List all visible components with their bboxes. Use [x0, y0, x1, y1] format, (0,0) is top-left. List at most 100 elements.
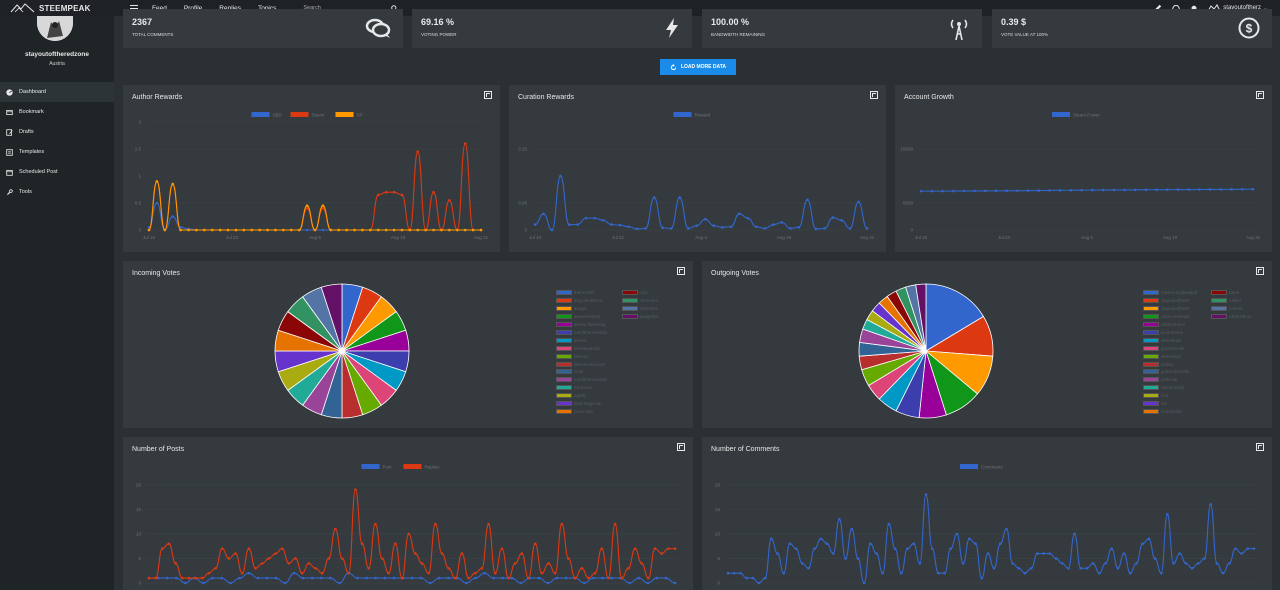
data-point[interactable]: [394, 542, 397, 546]
data-point[interactable]: [646, 581, 650, 585]
data-point[interactable]: [968, 537, 971, 541]
data-point[interactable]: [501, 576, 504, 580]
data-point[interactable]: [247, 547, 251, 550]
legend-swatch[interactable]: [960, 464, 978, 469]
data-point[interactable]: [305, 207, 309, 210]
data-point[interactable]: [334, 527, 337, 531]
data-point[interactable]: [321, 228, 325, 232]
data-point[interactable]: [194, 576, 197, 580]
data-point[interactable]: [584, 216, 588, 220]
data-point[interactable]: [1091, 188, 1094, 192]
data-point[interactable]: [419, 576, 423, 580]
data-point[interactable]: [610, 576, 613, 580]
data-point[interactable]: [465, 581, 468, 585]
legend-item[interactable]: paulprt54: [621, 313, 658, 319]
data-point[interactable]: [347, 571, 351, 575]
data-point[interactable]: [924, 493, 928, 496]
data-point[interactable]: [367, 566, 371, 570]
data-point[interactable]: [305, 228, 309, 232]
data-point[interactable]: [1029, 566, 1033, 570]
data-point[interactable]: [483, 571, 486, 575]
data-point[interactable]: [1209, 503, 1212, 506]
data-point[interactable]: [1133, 188, 1137, 192]
data-point[interactable]: [640, 562, 644, 565]
data-point[interactable]: [256, 576, 260, 580]
data-point[interactable]: [147, 228, 151, 232]
legend-item[interactable]: steem.flowering: [556, 321, 608, 327]
data-point[interactable]: [294, 557, 297, 560]
data-point[interactable]: [1251, 187, 1255, 191]
data-point[interactable]: [986, 552, 990, 555]
data-point[interactable]: [943, 571, 946, 575]
data-point[interactable]: [814, 227, 818, 231]
data-point[interactable]: [453, 576, 457, 580]
data-point[interactable]: [695, 224, 699, 227]
data-point[interactable]: [321, 207, 325, 210]
data-point[interactable]: [171, 215, 175, 218]
data-point[interactable]: [329, 576, 332, 580]
data-point[interactable]: [1123, 188, 1126, 192]
data-point[interactable]: [661, 226, 664, 230]
data-point[interactable]: [242, 228, 246, 232]
expand-icon[interactable]: [677, 267, 685, 275]
data-point[interactable]: [432, 228, 435, 232]
data-point[interactable]: [408, 228, 412, 232]
data-point[interactable]: [813, 547, 816, 550]
data-point[interactable]: [955, 532, 959, 536]
load-more-button[interactable]: LOAD MORE DATA: [660, 59, 736, 75]
data-point[interactable]: [345, 228, 348, 232]
data-point[interactable]: [1153, 557, 1157, 560]
legend-item[interactable]: callari: [1211, 297, 1252, 303]
data-point[interactable]: [463, 142, 467, 145]
data-point[interactable]: [1058, 188, 1062, 192]
legend-item[interactable]: stayoutofthere: [1143, 305, 1197, 311]
data-point[interactable]: [360, 542, 364, 546]
data-point[interactable]: [361, 228, 364, 232]
data-point[interactable]: [825, 542, 829, 546]
data-point[interactable]: [227, 557, 231, 560]
data-point[interactable]: [998, 542, 1002, 546]
data-point[interactable]: [329, 228, 333, 232]
data-point[interactable]: [266, 228, 269, 232]
data-point[interactable]: [280, 547, 284, 550]
data-point[interactable]: [1097, 571, 1101, 575]
data-point[interactable]: [301, 576, 305, 580]
legend-item[interactable]: sweetvieta24: [556, 313, 608, 319]
data-point[interactable]: [448, 228, 451, 232]
data-point[interactable]: [180, 576, 184, 580]
data-point[interactable]: [838, 517, 841, 521]
data-point[interactable]: [869, 542, 872, 546]
data-point[interactable]: [620, 576, 624, 580]
data-point[interactable]: [667, 547, 670, 550]
chevron-down-icon[interactable]: ⌄: [1263, 5, 1268, 12]
data-point[interactable]: [601, 576, 604, 580]
data-point[interactable]: [937, 571, 940, 575]
data-point[interactable]: [479, 228, 483, 232]
data-point[interactable]: [537, 576, 541, 580]
data-point[interactable]: [207, 571, 211, 575]
data-point[interactable]: [542, 212, 545, 216]
data-point[interactable]: [800, 562, 804, 565]
data-point[interactable]: [757, 581, 761, 585]
data-point[interactable]: [755, 225, 758, 229]
data-point[interactable]: [1110, 547, 1113, 550]
legend-label[interactable]: Steem: [312, 113, 325, 118]
data-point[interactable]: [540, 571, 544, 575]
data-point[interactable]: [420, 562, 424, 565]
pie-slice[interactable]: [915, 283, 927, 352]
data-point[interactable]: [745, 576, 748, 580]
data-point[interactable]: [387, 571, 390, 575]
data-point[interactable]: [1252, 547, 1256, 550]
data-point[interactable]: [857, 200, 860, 204]
data-point[interactable]: [930, 547, 934, 550]
data-point[interactable]: [906, 547, 909, 550]
data-point[interactable]: [384, 228, 388, 232]
data-point[interactable]: [592, 576, 595, 580]
data-point[interactable]: [751, 576, 755, 580]
data-point[interactable]: [1011, 562, 1014, 565]
data-point[interactable]: [354, 488, 357, 492]
data-point[interactable]: [1141, 542, 1144, 546]
legend-swatch[interactable]: [361, 464, 380, 469]
data-point[interactable]: [265, 576, 269, 580]
data-point[interactable]: [254, 566, 257, 570]
